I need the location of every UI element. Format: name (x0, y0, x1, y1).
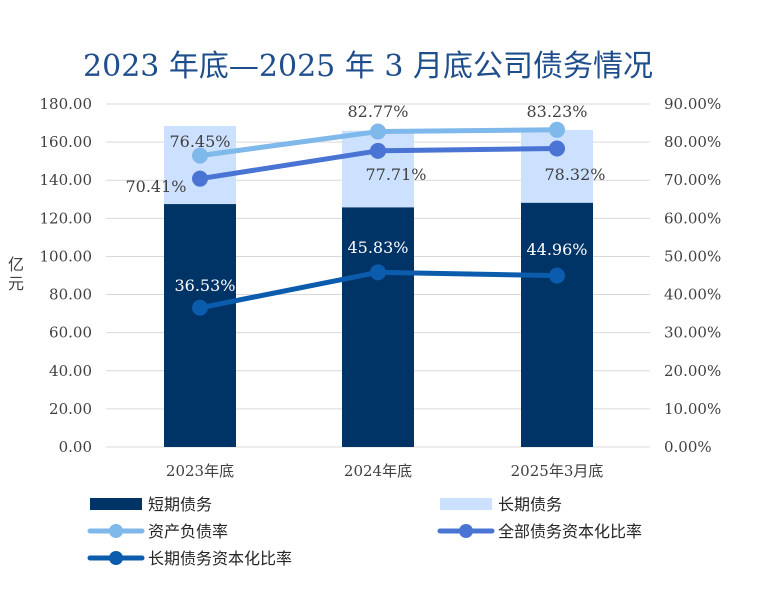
legend-marker (109, 551, 123, 565)
y2-tick-label: 0.00% (664, 438, 712, 456)
bar-long-term-debt (164, 125, 236, 205)
legend-marker (109, 524, 123, 538)
data-label: 44.96% (526, 240, 587, 259)
y-tick-label: 160.00 (40, 133, 93, 151)
y-tick-label: 180.00 (40, 95, 93, 113)
x-tick-label: 2024年底 (344, 462, 412, 480)
y2-tick-label: 20.00% (664, 362, 721, 380)
data-label: 36.53% (174, 276, 235, 295)
legend-label: 资产负债率 (148, 522, 228, 541)
data-label: 77.71% (365, 165, 426, 184)
legend-asset-liability-ratio: 资产负债率 (87, 522, 228, 541)
data-label: 83.23% (526, 102, 587, 121)
y-tick-label: 60.00 (49, 324, 92, 342)
y-tick-label: 80.00 (49, 286, 92, 304)
y2-tick-label: 40.00% (664, 286, 721, 304)
y2-tick-label: 50.00% (664, 247, 721, 265)
line-point (192, 147, 208, 164)
y-tick-label: 0.00 (59, 438, 92, 456)
legend-long-term-debt: 长期债务 (440, 495, 562, 514)
legend-label: 长期债务资本化比率 (148, 549, 292, 568)
bar-short-term-debt (342, 207, 414, 447)
line-point (192, 299, 208, 316)
data-label: 70.41% (125, 177, 186, 196)
line-point (192, 170, 208, 187)
y2-tick-label: 80.00% (664, 133, 721, 151)
legend-swatch (440, 498, 492, 510)
y2-axis-ticks: 0.00% 10.00% 20.00% 30.00% 40.00% 50.00% 60.00… (664, 95, 721, 456)
legend-label: 长期债务 (498, 495, 562, 514)
y2-tick-label: 70.00% (664, 171, 721, 189)
data-label: 45.83% (347, 238, 408, 257)
legend-label: 短期债务 (148, 495, 212, 514)
data-labels: 76.45% 82.77% 83.23% 70.41% 77.71% 78.32% 36.5… (125, 102, 605, 295)
legend-total-debt-cap-ratio: 全部债务资本化比率 (437, 522, 642, 541)
data-label: 78.32% (544, 165, 605, 184)
legend-long-term-debt-cap-ratio: 长期债务资本化比率 (87, 549, 292, 568)
x-axis-ticks: 2023年底 2024年底 2025年3月底 (166, 462, 603, 480)
legend-swatch (90, 498, 142, 510)
y-axis-title: 亿元 (8, 255, 24, 293)
x-tick-label: 2025年3月底 (511, 462, 604, 480)
y2-tick-label: 10.00% (664, 400, 721, 418)
y2-tick-label: 90.00% (664, 95, 721, 113)
y-tick-label: 40.00 (49, 362, 92, 380)
line-point (549, 121, 565, 138)
line-point (370, 142, 386, 159)
line-point (370, 264, 386, 281)
legend-marker (459, 524, 473, 538)
y-tick-label: 120.00 (40, 209, 93, 227)
bars (164, 125, 593, 447)
series-lines (192, 121, 565, 316)
bar-short-term-debt (521, 202, 593, 447)
legend-label: 全部债务资本化比率 (498, 522, 642, 541)
line-point (370, 123, 386, 140)
x-tick-label: 2023年底 (166, 462, 234, 480)
data-label: 76.45% (169, 132, 230, 151)
y-tick-label: 20.00 (49, 400, 92, 418)
y-tick-label: 140.00 (40, 171, 93, 189)
y-axis-label: 亿元 (8, 255, 24, 293)
line-point (549, 140, 565, 157)
y-axis-ticks: 0.00 20.00 40.00 60.00 80.00 100.00 120.00 140.… (40, 95, 93, 456)
legend-short-term-debt: 短期债务 (90, 495, 212, 514)
bar-short-term-debt (164, 204, 236, 447)
y2-tick-label: 30.00% (664, 324, 721, 342)
data-label: 82.77% (347, 102, 408, 121)
line-point (549, 267, 565, 284)
y2-tick-label: 60.00% (664, 209, 721, 227)
y-tick-label: 100.00 (40, 247, 93, 265)
chart-title: 2023 年底—2025 年 3 月底公司债务情况 (83, 49, 653, 84)
